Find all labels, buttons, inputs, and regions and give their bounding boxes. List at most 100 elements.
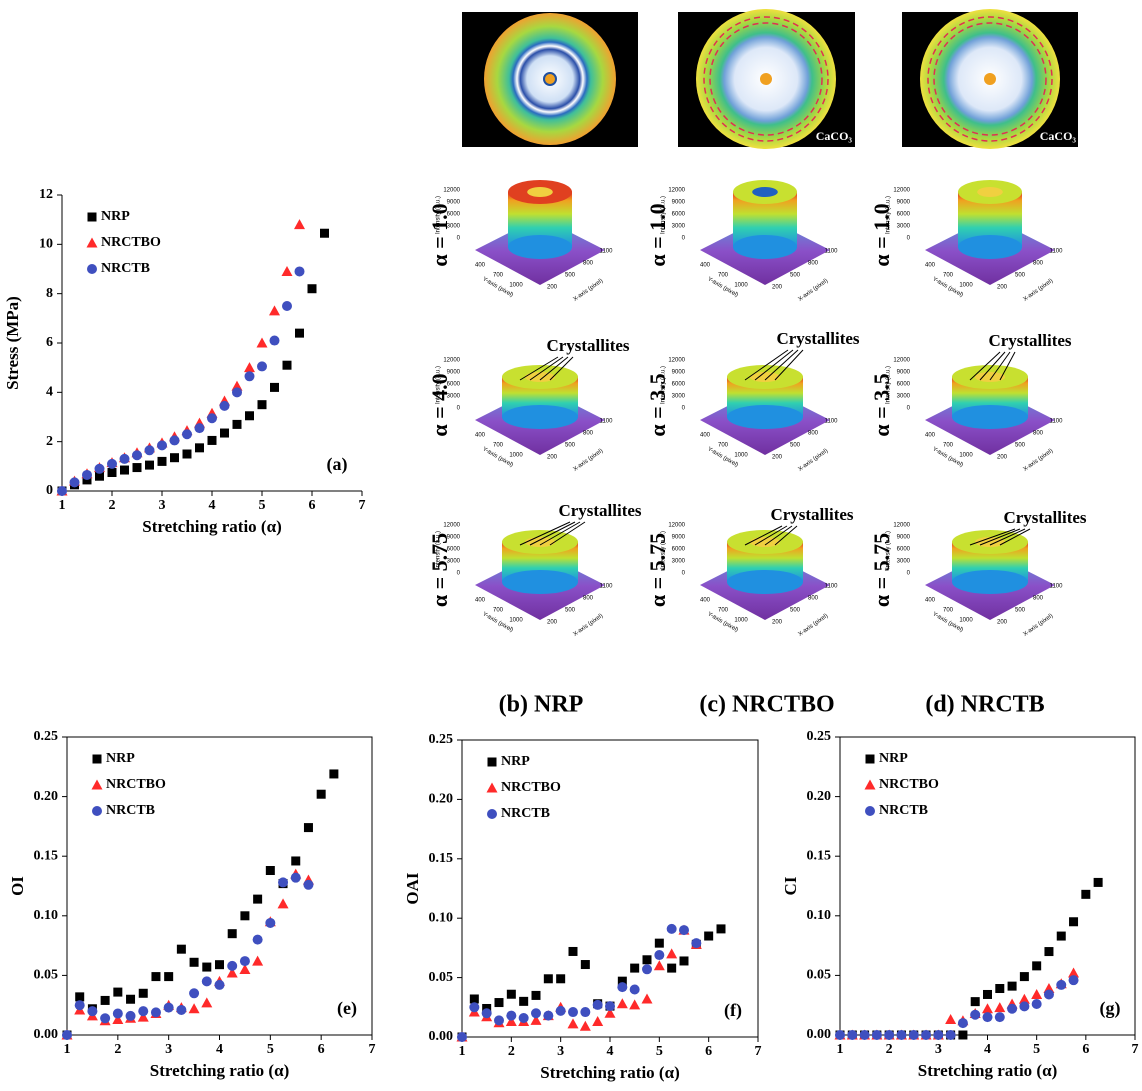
- point: [69, 477, 80, 488]
- point: [188, 1003, 200, 1014]
- surface-z-tick: 3000: [672, 224, 686, 230]
- surface-y-tick: 400: [700, 598, 711, 604]
- x-tick-label: 1: [59, 498, 66, 513]
- annotation-arrow: [519, 521, 571, 546]
- surface-z-tick: 12000: [893, 358, 910, 364]
- surface-y-tick: 700: [943, 273, 954, 279]
- point: [1043, 989, 1054, 1000]
- point: [653, 960, 665, 971]
- point: [469, 994, 479, 1004]
- legend-label: NRCTBO: [106, 777, 166, 792]
- surface-z-tick: 9000: [897, 370, 911, 376]
- legend-label: NRP: [879, 751, 908, 766]
- surface-y-tick: 1000: [509, 618, 523, 624]
- surface-z-tick: 0: [907, 236, 911, 242]
- surface-peak-base: [958, 235, 1022, 259]
- surface-y-tick: 400: [925, 433, 936, 439]
- surface-x-tick: 200: [772, 285, 783, 291]
- column-label: (c) NRCTBO: [699, 692, 834, 718]
- point: [629, 984, 640, 995]
- surface-x-label: X-axis (pixel): [797, 448, 829, 473]
- surface-y-tick: 400: [925, 263, 936, 269]
- x-tick-label: 4: [607, 1044, 614, 1059]
- x-tick-label: 7: [359, 498, 366, 513]
- point: [592, 999, 603, 1010]
- y-tick-label: 0.05: [807, 968, 832, 983]
- surface-z-tick: 6000: [672, 212, 686, 218]
- point: [629, 999, 641, 1010]
- y-tick-label: 12: [39, 187, 53, 202]
- surface-z-label: Intensity (a.u.): [436, 366, 442, 404]
- surface-x-tick: 200: [547, 455, 558, 461]
- surface-x-label: X-axis (pixel): [797, 613, 829, 638]
- point: [921, 1030, 932, 1040]
- annotation-arrow: [999, 351, 1016, 381]
- surface-z-tick: 3000: [897, 224, 911, 230]
- point: [202, 962, 212, 972]
- annotation-arrow: [549, 521, 586, 546]
- point: [494, 998, 504, 1008]
- surface-x-tick: 800: [583, 431, 594, 437]
- surface-z-label: Intensity (a.u.): [886, 531, 892, 569]
- alpha-label: α = 3.5: [869, 373, 894, 436]
- point: [1069, 917, 1079, 927]
- point: [568, 1007, 578, 1018]
- surface-z-tick: 0: [457, 571, 461, 577]
- surface-x-tick: 200: [547, 285, 558, 291]
- surface-y-tick: 700: [493, 443, 504, 449]
- point: [170, 453, 179, 463]
- point: [107, 468, 117, 477]
- surface-peak-hole: [977, 187, 1003, 197]
- point: [294, 266, 305, 277]
- point: [1032, 961, 1042, 971]
- annotation-arrow: [979, 528, 1021, 546]
- image-label: CaCO₃: [1040, 129, 1077, 143]
- surface-z-tick: 3000: [447, 224, 461, 230]
- point: [519, 996, 529, 1006]
- surface-y-tick: 1000: [959, 618, 973, 624]
- point: [506, 989, 516, 999]
- legend-marker: [91, 779, 103, 790]
- y-tick-label: 6: [46, 335, 53, 350]
- point: [469, 1002, 480, 1013]
- point: [144, 445, 155, 456]
- surface-y-tick: 700: [718, 443, 729, 449]
- point: [617, 982, 628, 993]
- annotation-arrow: [969, 528, 1016, 546]
- point: [994, 1012, 1005, 1023]
- surface-x-tick: 1100: [600, 249, 614, 255]
- surface-x-tick: 500: [1015, 273, 1026, 279]
- surface-y-tick: 400: [475, 598, 486, 604]
- point: [642, 955, 652, 965]
- surface-z-tick: 12000: [443, 188, 460, 194]
- surface-z-tick: 3000: [672, 559, 686, 565]
- point: [239, 963, 251, 974]
- point: [530, 1014, 542, 1025]
- point: [119, 453, 130, 464]
- x-tick-label: 6: [309, 498, 316, 513]
- point: [291, 856, 301, 866]
- surface-y-tick: 1000: [734, 618, 748, 624]
- x-tick-label: 6: [1082, 1042, 1089, 1057]
- point: [107, 458, 117, 469]
- point: [176, 1004, 187, 1015]
- point: [592, 1016, 604, 1027]
- point: [244, 371, 255, 382]
- y-tick-label: 4: [46, 385, 53, 400]
- point: [164, 972, 174, 982]
- surface-z-label: Intensity (a.u.): [886, 196, 892, 234]
- annotation-arrow: [744, 525, 783, 546]
- x-tick-label: 5: [267, 1042, 274, 1057]
- point: [616, 998, 628, 1009]
- surface-z-tick: 0: [457, 236, 461, 242]
- surface-z-tick: 3000: [897, 394, 911, 400]
- point: [303, 879, 314, 890]
- point: [176, 944, 186, 954]
- annotation-arrow: [549, 356, 574, 381]
- surface-x-tick: 200: [997, 455, 1008, 461]
- surface-y-tick: 700: [718, 608, 729, 614]
- surface-z-tick: 6000: [672, 382, 686, 388]
- point: [145, 460, 154, 470]
- surface-y-tick: 400: [700, 433, 711, 439]
